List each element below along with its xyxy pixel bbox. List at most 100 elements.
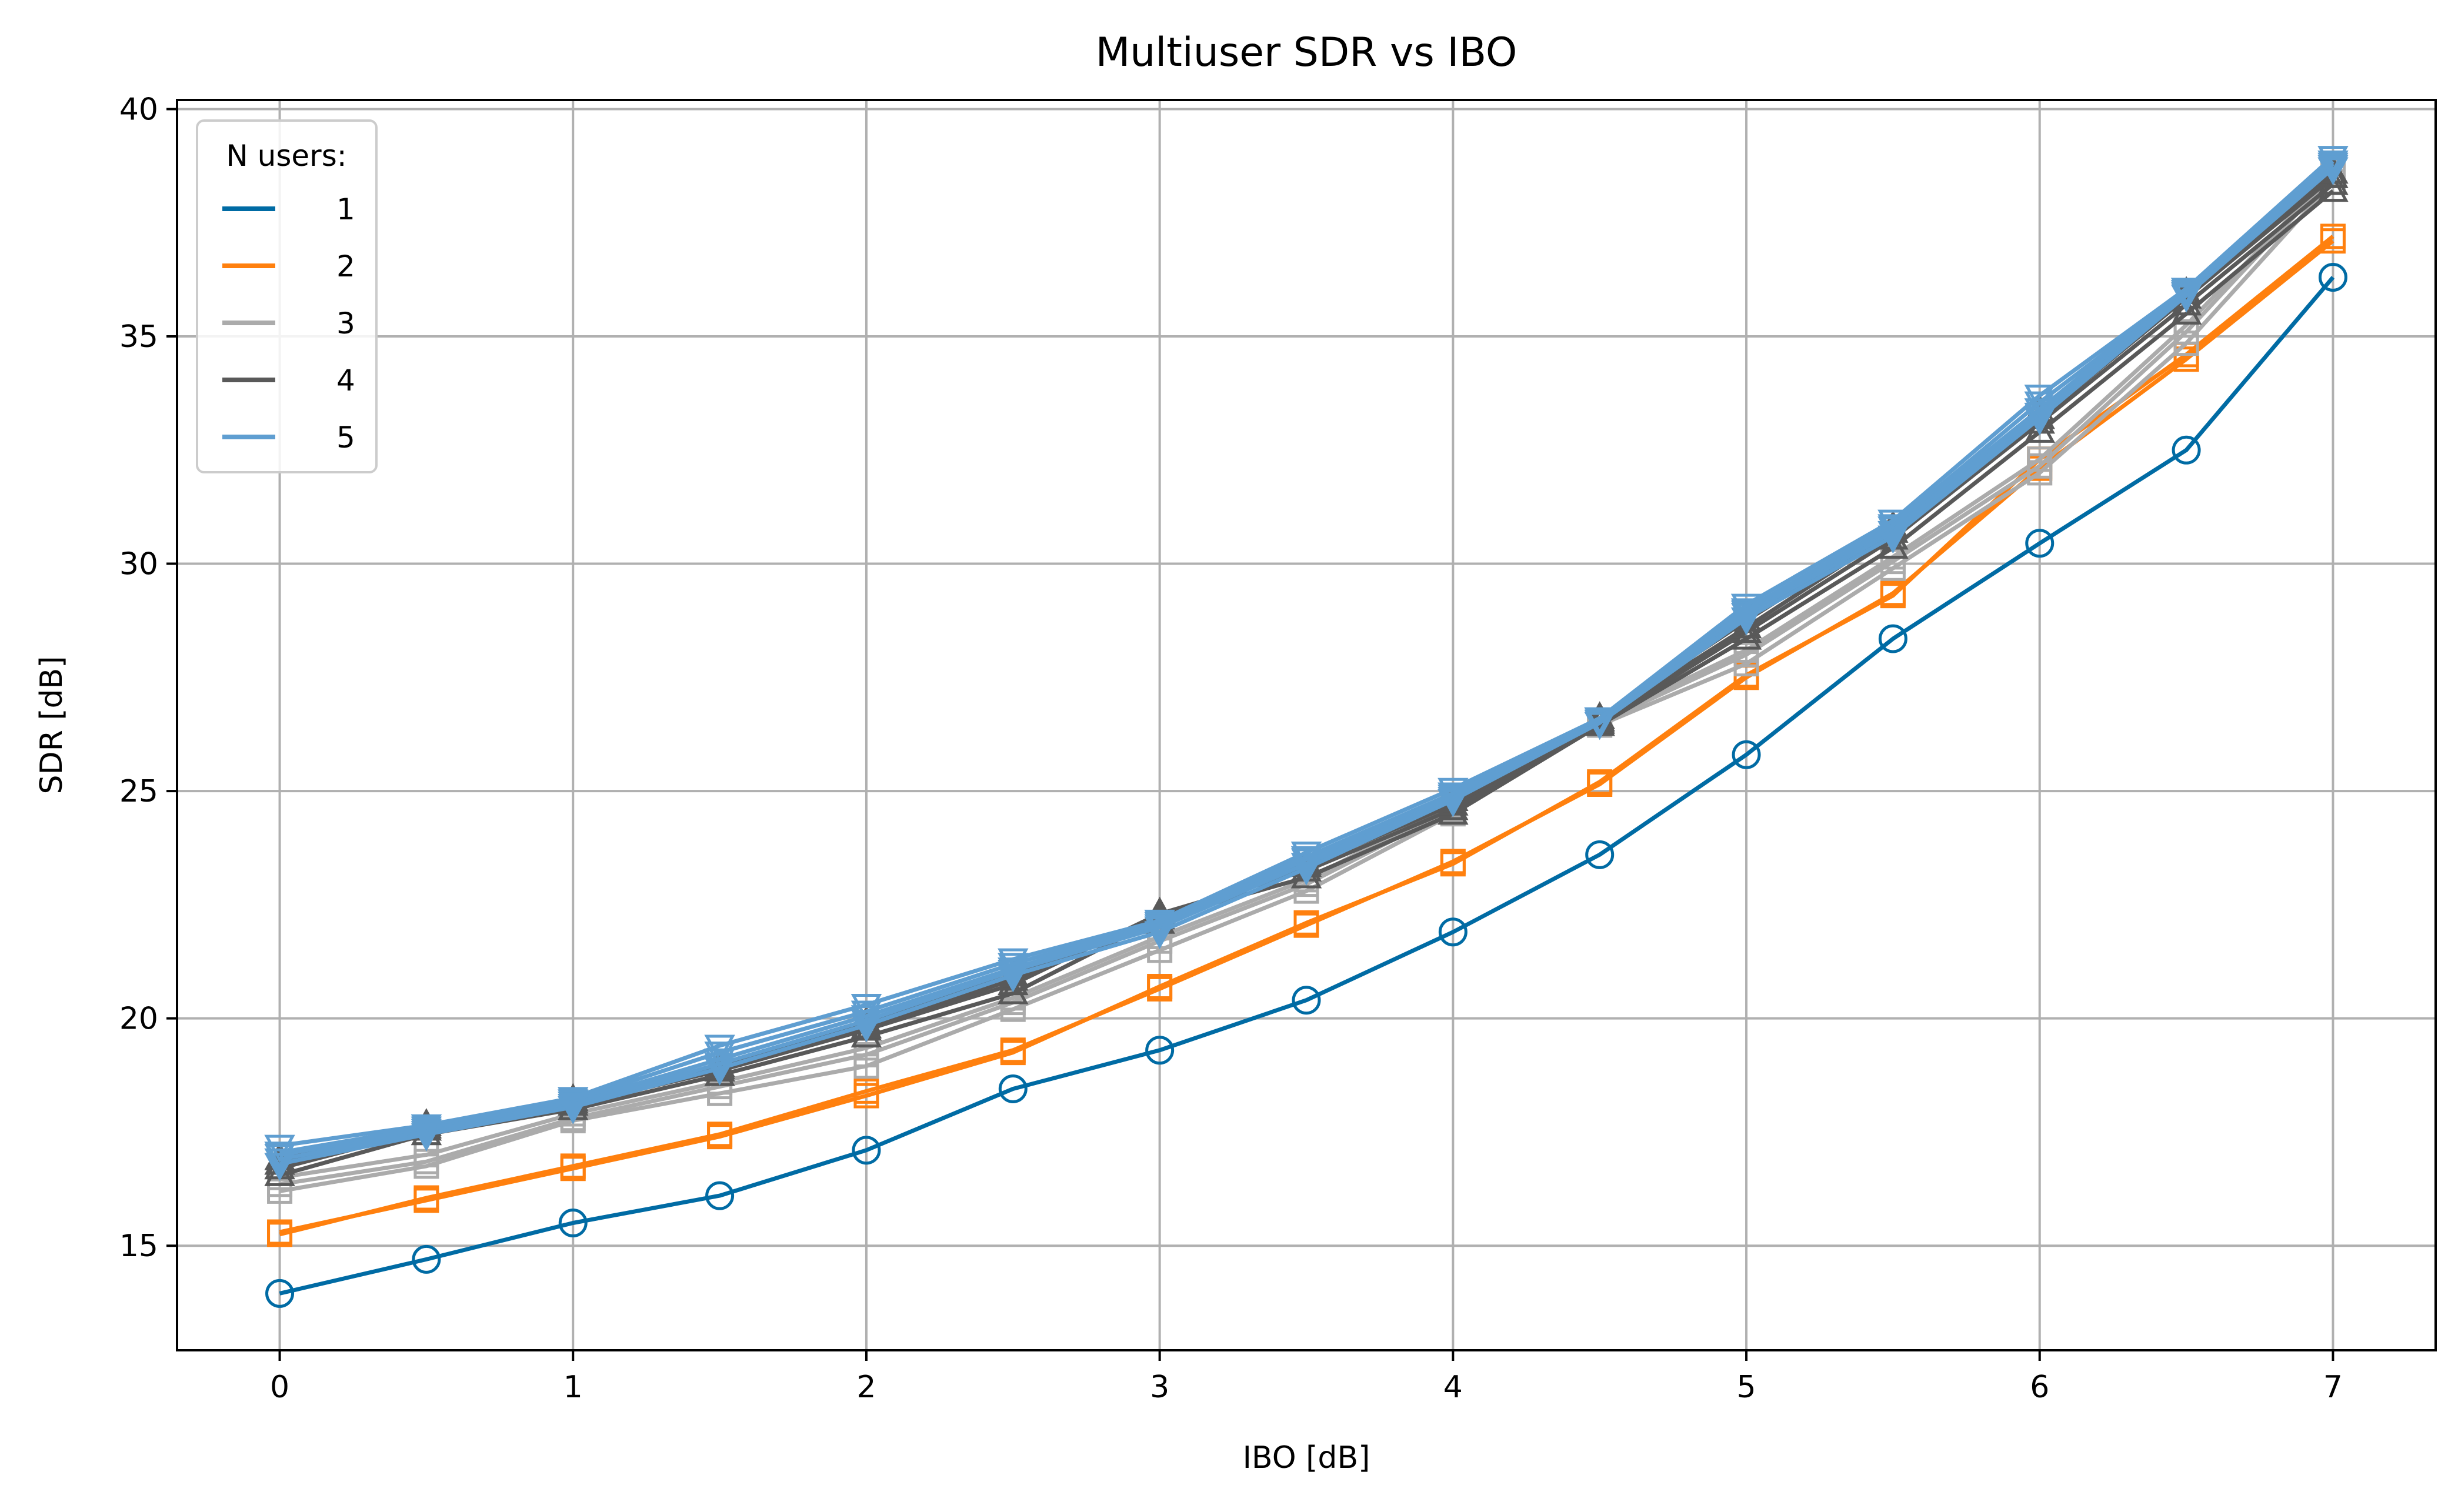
data-point: [1730, 593, 1762, 622]
data-point: [1438, 782, 1469, 811]
series-line: [279, 155, 2334, 1148]
data-point: [2318, 263, 2347, 292]
data-point: [1292, 986, 1321, 1015]
data-point: [852, 1136, 881, 1165]
legend-entry-3: 3: [222, 306, 355, 341]
grid: [177, 100, 2436, 1350]
data-point: [1293, 910, 1319, 936]
data-point: [998, 976, 1029, 1004]
data-point: [704, 1048, 735, 1077]
data-point: [1440, 851, 1466, 877]
data-point: [267, 1219, 293, 1245]
data-point: [2317, 146, 2349, 174]
data-point: [1877, 530, 1909, 559]
data-point: [707, 1124, 733, 1150]
y-axis-label: SDR [dB]: [34, 656, 69, 795]
data-point: [1147, 974, 1173, 1000]
data-point: [853, 1083, 879, 1109]
data-point: [1880, 583, 1906, 609]
legend-entry-2: 2: [222, 249, 355, 283]
data-point: [2025, 529, 2055, 558]
data-point: [851, 1000, 882, 1029]
series-line: [279, 162, 2334, 1157]
data-point: [412, 1244, 441, 1274]
data-point: [2170, 278, 2202, 306]
legend-label: 5: [336, 420, 355, 455]
data-point: [2027, 446, 2053, 472]
data-point: [851, 993, 882, 1022]
y-tick-label: 40: [119, 92, 158, 127]
legend-label: 3: [336, 306, 355, 341]
data-point: [558, 1087, 589, 1116]
data-point: [1587, 769, 1613, 795]
x-tick-label: 5: [1737, 1370, 1756, 1405]
data-point: [1585, 840, 1615, 869]
data-point: [264, 1134, 295, 1163]
data-point: [1877, 509, 1909, 538]
data-point: [1290, 846, 1322, 875]
data-point: [998, 953, 1029, 982]
legend-label: 2: [336, 249, 355, 283]
data-point: [851, 1019, 882, 1048]
x-tick-label: 7: [2323, 1370, 2343, 1405]
y-tick-label: 35: [119, 319, 158, 355]
data-point: [411, 1114, 442, 1143]
x-tick-label: 6: [2030, 1370, 2049, 1405]
data-point: [560, 1156, 586, 1181]
x-tick-label: 3: [1150, 1370, 1169, 1405]
y-tick-label: 20: [119, 1002, 158, 1037]
legend-title: N users:: [226, 139, 346, 173]
data-point: [704, 1034, 735, 1063]
data-point: [1145, 1036, 1175, 1065]
data-point: [704, 1042, 735, 1070]
x-tick-label: 0: [270, 1370, 289, 1405]
data-point: [1290, 841, 1322, 870]
data-point: [2024, 385, 2055, 413]
data-point: [1878, 624, 1907, 653]
series-layer: [264, 146, 2349, 1308]
data-point: [705, 1181, 735, 1210]
data-point: [998, 1074, 1028, 1103]
x-tick-label: 2: [856, 1370, 876, 1405]
y-ticks: 15 20 25 30 35 40: [119, 92, 177, 1264]
x-tick-label: 1: [563, 1370, 583, 1405]
data-point: [2024, 398, 2055, 426]
x-axis-label: IBO [dB]: [1243, 1440, 1370, 1476]
data-point: [998, 948, 1029, 977]
y-tick-label: 30: [119, 547, 158, 582]
y-tick-label: 25: [119, 774, 158, 809]
data-point: [1000, 1040, 1026, 1066]
legend-box: [196, 119, 378, 473]
legend-entry-1: 1: [222, 192, 355, 226]
series-5: [264, 146, 2349, 1181]
data-point: [1732, 740, 1761, 769]
legend: N users: 1 2 3 4 5: [196, 119, 378, 473]
data-point: [1144, 909, 1175, 938]
data-point: [1877, 514, 1909, 543]
data-point: [2320, 223, 2346, 249]
data-point: [2172, 435, 2201, 465]
data-point: [264, 1148, 295, 1177]
series-line: [279, 159, 2334, 1155]
series-line: [279, 239, 2334, 1237]
data-point: [2024, 391, 2055, 420]
data-point: [1438, 917, 1468, 947]
chart-title: Multiuser SDR vs IBO: [1096, 29, 1518, 76]
series-1: [265, 263, 2347, 1308]
series-line: [279, 276, 2335, 1296]
x-ticks: 0 1 2 3 4 5 6 7: [270, 1350, 2343, 1405]
legend-entry-5: 5: [222, 420, 355, 455]
plot-frame: [176, 99, 2437, 1351]
data-point: [558, 1209, 588, 1238]
data-point: [1584, 707, 1615, 736]
legend-label: 1: [336, 192, 355, 226]
data-point: [264, 1141, 295, 1170]
legend-label: 4: [336, 363, 355, 398]
x-tick-label: 4: [1443, 1370, 1463, 1405]
data-point: [1438, 777, 1469, 806]
data-point: [413, 1187, 439, 1213]
y-tick-label: 15: [119, 1229, 158, 1264]
legend-entry-4: 4: [222, 363, 355, 398]
